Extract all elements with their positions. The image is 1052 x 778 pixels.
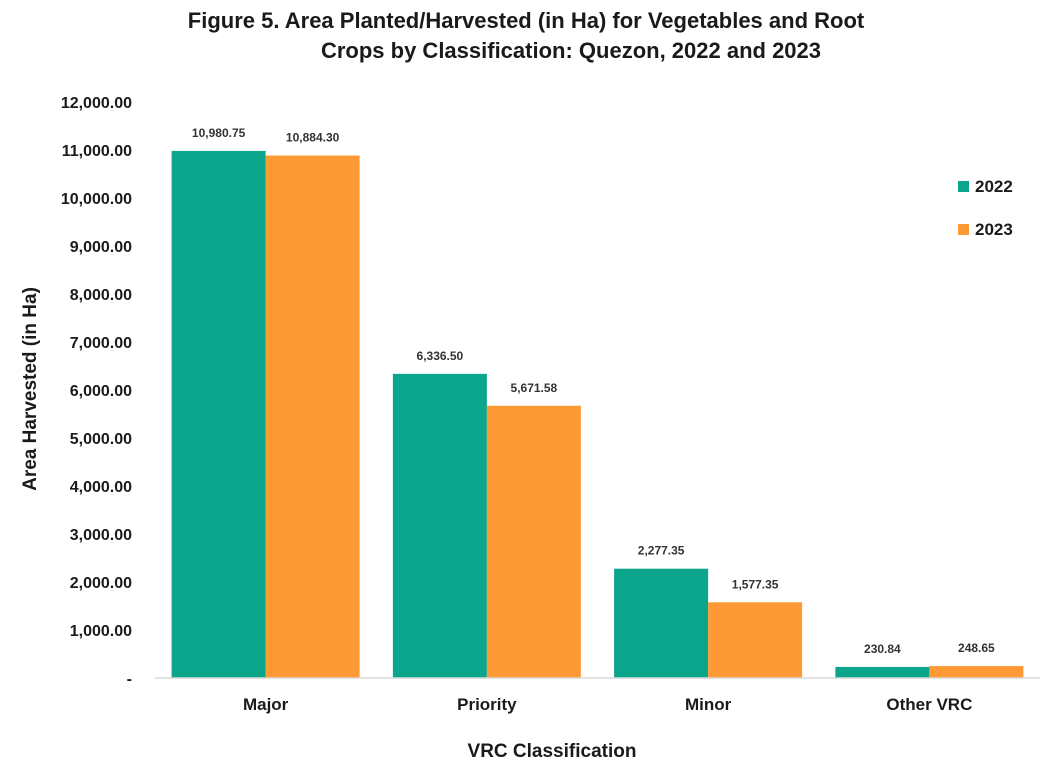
bar-2022 xyxy=(614,568,709,678)
y-tick-label: 8,000.00 xyxy=(70,287,132,304)
data-label: 5,671.58 xyxy=(511,381,558,395)
y-tick-label: 10,000.00 xyxy=(61,191,132,208)
x-axis-title: VRC Classification xyxy=(468,741,637,762)
chart-title: Figure 5. Area Planted/Harvested (in Ha)… xyxy=(0,6,1052,66)
y-tick-label: 1,000.00 xyxy=(70,623,132,640)
data-label: 230.84 xyxy=(864,642,901,656)
chart-title-line-2: Crops by Classification: Quezon, 2022 an… xyxy=(320,38,822,63)
bar-2022 xyxy=(171,150,266,678)
y-tick-label: 5,000.00 xyxy=(70,431,132,448)
bar-2023 xyxy=(929,666,1024,678)
data-label: 1,577.35 xyxy=(732,577,779,591)
bar-2022 xyxy=(392,373,487,678)
legend-swatch xyxy=(958,224,969,235)
y-tick-label: - xyxy=(127,671,132,688)
x-tick-label: Priority xyxy=(457,695,517,714)
data-label: 2,277.35 xyxy=(638,544,685,558)
x-tick-label: Major xyxy=(243,695,289,714)
y-tick-label: 11,000.00 xyxy=(62,143,132,160)
data-label: 10,884.30 xyxy=(286,131,340,145)
bar-2022 xyxy=(835,666,930,678)
y-tick-label: 2,000.00 xyxy=(70,575,132,592)
chart-title-line-1: Figure 5. Area Planted/Harvested (in Ha)… xyxy=(187,8,865,33)
legend-swatch xyxy=(958,181,969,192)
y-tick-label: 12,000.00 xyxy=(61,95,132,112)
y-tick-label: 4,000.00 xyxy=(70,479,132,496)
x-axis: Major Priority Minor Other VRC xyxy=(243,695,972,714)
y-tick-label: 6,000.00 xyxy=(70,383,132,400)
y-tick-label: 7,000.00 xyxy=(70,335,132,352)
x-tick-label: Other VRC xyxy=(886,695,972,714)
y-axis-title: Area Harvested (in Ha) xyxy=(20,287,41,491)
y-tick-label: 9,000.00 xyxy=(70,239,132,256)
bar-2023 xyxy=(265,155,360,679)
legend-label: 2022 xyxy=(975,177,1013,196)
y-tick-label: 3,000.00 xyxy=(70,527,132,544)
x-tick-label: Minor xyxy=(685,695,732,714)
bar-2023 xyxy=(486,405,581,678)
bar-2023 xyxy=(708,602,803,678)
y-axis: - 1,000.00 2,000.00 3,000.00 4,000.00 5,000.0… xyxy=(61,95,132,688)
bars: 10,980.75 10,884.30 6,336.50 5,671.58 2,277.… xyxy=(171,126,1024,679)
data-label: 10,980.75 xyxy=(192,126,246,140)
data-label: 6,336.50 xyxy=(417,349,464,363)
data-label: 248.65 xyxy=(958,641,995,655)
legend-label: 2023 xyxy=(975,220,1013,239)
legend: 2022 2023 xyxy=(958,177,1013,239)
